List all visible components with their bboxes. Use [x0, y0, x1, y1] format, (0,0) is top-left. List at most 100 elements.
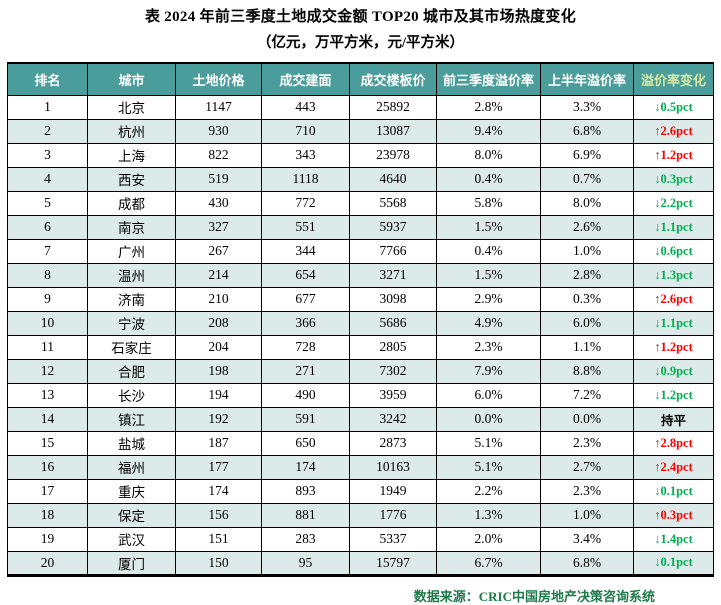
premium-change-cell: ↑2.8pct	[633, 430, 714, 456]
table-row: 10 宁波 208 366 5686 4.9% 6.0% ↓1.1pct	[7, 310, 714, 336]
rank-cell: 10	[7, 310, 88, 336]
land-price-cell: 150	[175, 550, 262, 576]
table-row: 13 长沙 194 490 3959 6.0% 7.2% ↓1.2pct	[7, 382, 714, 408]
floor-price-cell: 5337	[349, 526, 437, 552]
h1-premium-cell: 0.3%	[540, 286, 634, 312]
col-header-city: 城市	[87, 62, 176, 96]
top20-cities-table: 排名 城市 土地价格 成交建面 成交楼板价 前三季度溢价率 上半年溢价率 溢价率…	[7, 62, 714, 577]
q3-premium-cell: 0.0%	[436, 406, 541, 432]
floor-price-cell: 5686	[349, 310, 437, 336]
city-cell: 长沙	[87, 382, 176, 408]
land-price-cell: 822	[175, 142, 262, 168]
q3-premium-cell: 2.2%	[436, 478, 541, 504]
q3-premium-cell: 1.5%	[436, 214, 541, 240]
city-cell: 盐城	[87, 430, 176, 456]
city-cell: 北京	[87, 94, 176, 120]
floor-price-cell: 7302	[349, 358, 437, 384]
rank-cell: 18	[7, 502, 88, 528]
premium-change-cell: ↓0.1pct	[633, 478, 714, 504]
premium-change-cell: 持平	[633, 406, 714, 432]
h1-premium-cell: 6.8%	[540, 118, 634, 144]
premium-change-cell: ↓1.3pct	[633, 262, 714, 288]
table-row: 9 济南 210 677 3098 2.9% 0.3% ↑2.6pct	[7, 286, 714, 312]
land-price-cell: 210	[175, 286, 262, 312]
q3-premium-cell: 5.1%	[436, 454, 541, 480]
h1-premium-cell: 2.8%	[540, 262, 634, 288]
table-row: 18 保定 156 881 1776 1.3% 1.0% ↑0.3pct	[7, 502, 714, 528]
table-body: 1 北京 1147 443 25892 2.8% 3.3% ↓0.5pct 2 杭州 930 710 1…	[7, 94, 714, 576]
table-row: 4 西安 519 1118 4640 0.4% 0.7% ↓0.3pct	[7, 166, 714, 192]
table-header-row: 排名 城市 土地价格 成交建面 成交楼板价 前三季度溢价率 上半年溢价率 溢价率…	[7, 62, 714, 96]
h1-premium-cell: 0.0%	[540, 406, 634, 432]
built-area-cell: 591	[261, 406, 350, 432]
col-header-floor-price: 成交楼板价	[349, 62, 437, 96]
built-area-cell: 728	[261, 334, 350, 360]
q3-premium-cell: 0.4%	[436, 166, 541, 192]
floor-price-cell: 3271	[349, 262, 437, 288]
table-unit-note: （亿元，万平方米，元/平方米）	[256, 35, 465, 51]
floor-price-cell: 4640	[349, 166, 437, 192]
h1-premium-cell: 3.4%	[540, 526, 634, 552]
premium-change-cell: ↓1.4pct	[633, 526, 714, 552]
city-cell: 宁波	[87, 310, 176, 336]
built-area-cell: 343	[261, 142, 350, 168]
floor-price-cell: 23978	[349, 142, 437, 168]
q3-premium-cell: 5.1%	[436, 430, 541, 456]
rank-cell: 12	[7, 358, 88, 384]
q3-premium-cell: 8.0%	[436, 142, 541, 168]
city-cell: 成都	[87, 190, 176, 216]
rank-cell: 8	[7, 262, 88, 288]
premium-change-cell: ↑1.2pct	[633, 142, 714, 168]
built-area-cell: 490	[261, 382, 350, 408]
h1-premium-cell: 6.9%	[540, 142, 634, 168]
q3-premium-cell: 5.8%	[436, 190, 541, 216]
h1-premium-cell: 6.0%	[540, 310, 634, 336]
q3-premium-cell: 7.9%	[436, 358, 541, 384]
land-price-cell: 519	[175, 166, 262, 192]
built-area-cell: 344	[261, 238, 350, 264]
col-header-rank: 排名	[7, 62, 88, 96]
land-price-cell: 192	[175, 406, 262, 432]
h1-premium-cell: 2.3%	[540, 478, 634, 504]
land-price-cell: 151	[175, 526, 262, 552]
built-area-cell: 174	[261, 454, 350, 480]
rank-cell: 13	[7, 382, 88, 408]
rank-cell: 15	[7, 430, 88, 456]
table-row: 11 石家庄 204 728 2805 2.3% 1.1% ↑1.2pct	[7, 334, 714, 360]
land-price-cell: 194	[175, 382, 262, 408]
q3-premium-cell: 2.9%	[436, 286, 541, 312]
city-cell: 福州	[87, 454, 176, 480]
q3-premium-cell: 6.0%	[436, 382, 541, 408]
rank-cell: 4	[7, 166, 88, 192]
col-header-h1-premium-rate: 上半年溢价率	[540, 62, 634, 96]
rank-cell: 9	[7, 286, 88, 312]
premium-change-cell: ↑0.3pct	[633, 502, 714, 528]
premium-change-cell: ↓0.5pct	[633, 94, 714, 120]
land-price-cell: 177	[175, 454, 262, 480]
h1-premium-cell: 1.0%	[540, 502, 634, 528]
h1-premium-cell: 2.3%	[540, 430, 634, 456]
floor-price-cell: 2805	[349, 334, 437, 360]
premium-change-cell: ↓0.1pct	[633, 550, 714, 576]
h1-premium-cell: 2.7%	[540, 454, 634, 480]
city-cell: 西安	[87, 166, 176, 192]
city-cell: 保定	[87, 502, 176, 528]
rank-cell: 17	[7, 478, 88, 504]
col-header-premium-rate-change: 溢价率变化	[633, 62, 714, 96]
land-price-cell: 208	[175, 310, 262, 336]
city-cell: 上海	[87, 142, 176, 168]
h1-premium-cell: 0.7%	[540, 166, 634, 192]
h1-premium-cell: 2.6%	[540, 214, 634, 240]
rank-cell: 1	[7, 94, 88, 120]
q3-premium-cell: 6.7%	[436, 550, 541, 576]
rank-cell: 16	[7, 454, 88, 480]
city-cell: 济南	[87, 286, 176, 312]
rank-cell: 11	[7, 334, 88, 360]
rank-cell: 2	[7, 118, 88, 144]
built-area-cell: 95	[261, 550, 350, 576]
h1-premium-cell: 8.0%	[540, 190, 634, 216]
premium-change-cell: ↓0.6pct	[633, 238, 714, 264]
q3-premium-cell: 1.5%	[436, 262, 541, 288]
q3-premium-cell: 0.4%	[436, 238, 541, 264]
table-row: 7 广州 267 344 7766 0.4% 1.0% ↓0.6pct	[7, 238, 714, 264]
